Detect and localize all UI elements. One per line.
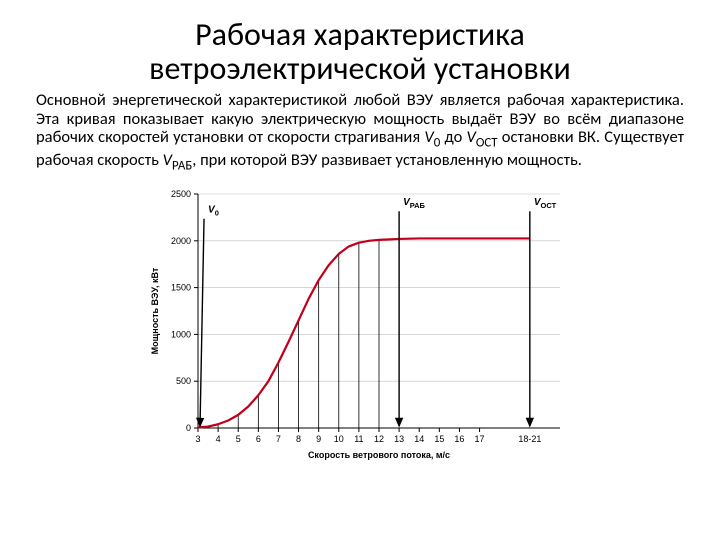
var-v: V <box>467 127 476 147</box>
svg-text:14: 14 <box>414 434 424 444</box>
svg-text:11: 11 <box>354 434 363 444</box>
svg-text:13: 13 <box>394 434 404 444</box>
title-line-2: ветроэлектрической установки <box>149 49 571 88</box>
power-curve-chart: 0 500 1000 1500 2000 2500 3 4 5 6 7 8 9 10 11 12 13 14 15 1… <box>140 178 580 468</box>
svg-text:6: 6 <box>256 434 261 444</box>
svg-text:Мощность ВЭУ, кВт: Мощность ВЭУ, кВт <box>150 267 160 354</box>
var-sub: РАБ <box>172 158 192 173</box>
svg-text:4: 4 <box>216 434 221 444</box>
svg-text:12: 12 <box>374 434 384 444</box>
svg-text:500: 500 <box>176 376 191 386</box>
svg-text:2000: 2000 <box>171 235 191 245</box>
svg-text:0: 0 <box>186 423 191 433</box>
var-v: V <box>424 127 433 147</box>
var-sub: ОСТ <box>476 135 498 150</box>
svg-text:Скорость ветрового потока, м/с: Скорость ветрового потока, м/с <box>308 450 450 460</box>
svg-text:1000: 1000 <box>171 329 191 339</box>
svg-text:10: 10 <box>334 434 344 444</box>
svg-text:9: 9 <box>316 434 321 444</box>
svg-text:18-21: 18-21 <box>518 434 541 444</box>
svg-text:3: 3 <box>195 434 200 444</box>
svg-text:16: 16 <box>454 434 464 444</box>
chart-container: 0 500 1000 1500 2000 2500 3 4 5 6 7 8 9 10 11 12 13 14 15 1… <box>36 178 684 468</box>
body-paragraph: Основной энергетической характеристикой … <box>36 91 684 173</box>
svg-text:8: 8 <box>296 434 301 444</box>
slide-title: Рабочая характеристика ветроэлектрическо… <box>36 18 684 85</box>
var-sub: 0 <box>434 135 441 150</box>
svg-text:5: 5 <box>236 434 241 444</box>
svg-text:2500: 2500 <box>171 189 191 199</box>
svg-text:7: 7 <box>276 434 281 444</box>
svg-text:1500: 1500 <box>171 282 191 292</box>
var-v: V <box>163 150 172 170</box>
svg-text:17: 17 <box>475 434 485 444</box>
svg-text:15: 15 <box>434 434 444 444</box>
slide: Рабочая характеристика ветроэлектрическо… <box>0 0 720 540</box>
